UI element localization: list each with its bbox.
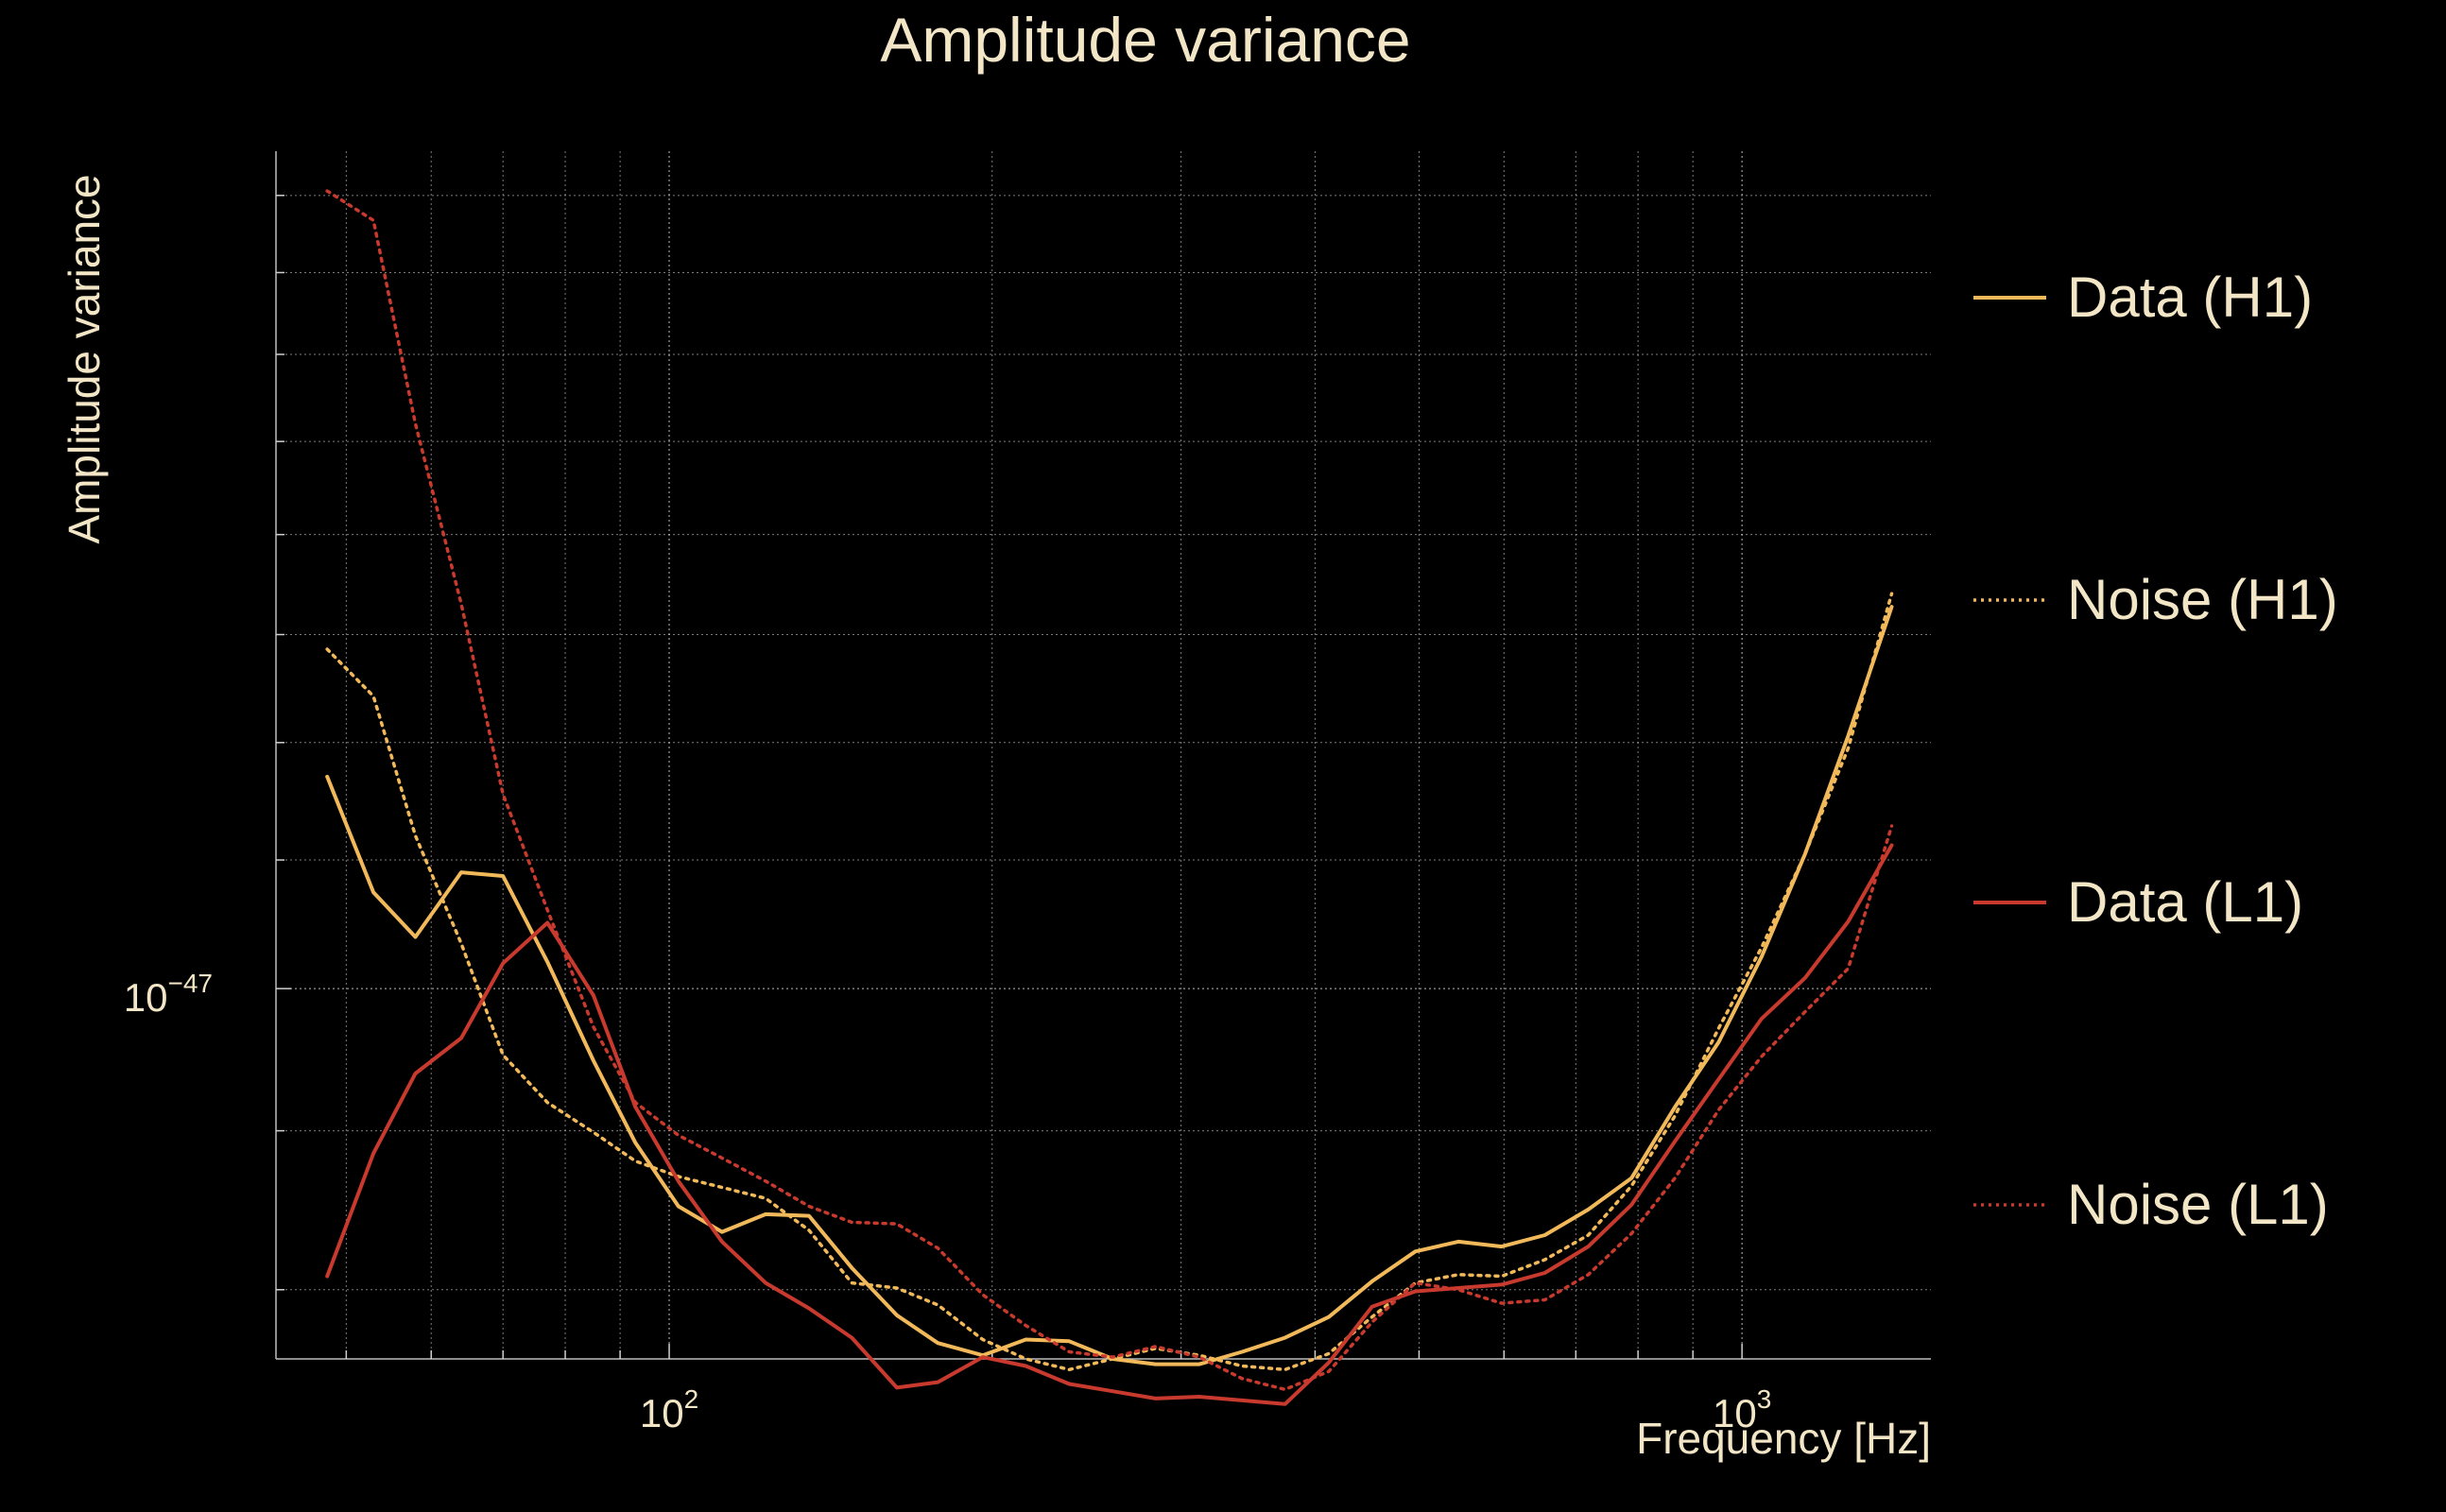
legend-label-data-h1: Data (H1) <box>2067 266 2313 329</box>
x-tick-label: 102 <box>640 1384 698 1435</box>
x-tick-label-base: 10 <box>1713 1391 1757 1435</box>
legend: Data (H1) Noise (H1) Data (L1) Noise (L1) <box>1973 266 2338 1236</box>
y-tick-label: 10−47 <box>124 969 213 1020</box>
y-tick-label-base: 10 <box>124 975 168 1020</box>
legend-label-data-l1: Data (L1) <box>2067 870 2303 934</box>
y-tick-label-exponent: −47 <box>168 969 214 998</box>
x-tick-label-exponent: 2 <box>684 1384 699 1414</box>
series-lines <box>325 189 1894 1406</box>
series-line-noise-l1 <box>325 189 1894 1392</box>
legend-label-noise-h1: Noise (H1) <box>2067 568 2338 631</box>
x-axis-label: Frequency [Hz] <box>1636 1414 1931 1463</box>
y-axis-label: Amplitude variance <box>60 174 109 543</box>
x-tick-label-exponent: 3 <box>1757 1384 1772 1414</box>
x-tick-label: 103 <box>1713 1384 1771 1435</box>
series-line-data-l1 <box>325 843 1894 1406</box>
x-tick-label-base: 10 <box>640 1391 684 1435</box>
series-line-noise-h1 <box>325 592 1894 1372</box>
chart-title: Amplitude variance <box>880 5 1410 75</box>
grid-lines <box>276 151 1931 1359</box>
legend-label-noise-l1: Noise (L1) <box>2067 1173 2329 1236</box>
